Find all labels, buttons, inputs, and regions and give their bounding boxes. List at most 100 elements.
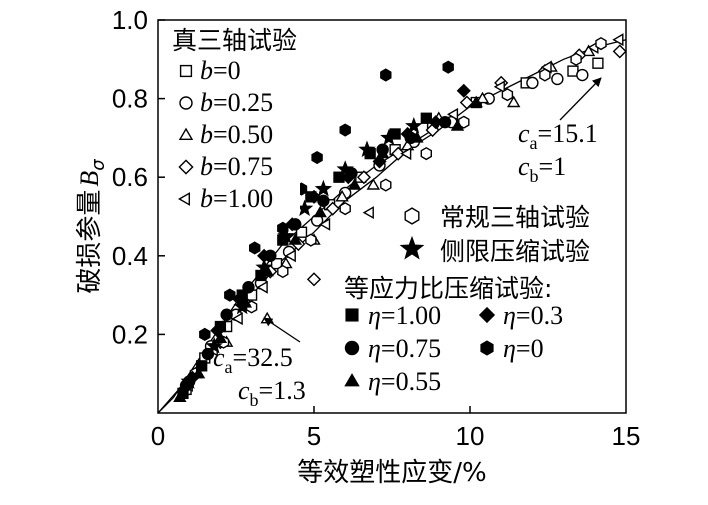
param-subscript: a [530,133,538,153]
curve-1-cb-label: cb=1.3 [238,376,306,410]
data-point [469,95,483,108]
y-axis-title-text: 破损参量 [75,190,105,294]
data-point [450,119,465,131]
legend-label: η=0 [503,334,544,363]
legend-var: b [200,184,213,213]
y-tick-label: 0.8 [112,84,148,114]
data-point [341,170,356,185]
param-eq: = [538,119,553,148]
data-point [366,178,381,190]
param-symbol: c [238,376,250,405]
legend-var: b [200,56,213,85]
data-point [612,44,627,59]
data-point [458,115,470,129]
param-value: 1 [553,152,566,181]
series-11 [199,60,454,342]
legend-label: η=0.75 [368,334,441,363]
param-value: 15.1 [552,119,598,148]
data-point [256,280,268,294]
legend-val: =0.50 [213,120,273,149]
data-point [362,206,374,220]
legend-var: η [503,334,516,363]
annotations: ca=15.1cb=1ca=32.5cb=1.3 [213,77,602,410]
x-axis-title: 等效塑性应变/% [297,458,486,488]
legend-marker [177,192,191,206]
param-eq: = [539,152,554,181]
data-point [592,57,604,69]
data-point [506,95,521,108]
curve-1-arrow [263,317,301,343]
curve-2-arrow [559,77,602,121]
data-point [260,311,274,324]
param-subscript: a [225,357,233,377]
data-point [347,178,362,190]
legend-val: =0.3 [516,301,563,330]
data-point [526,76,539,90]
data-point [213,331,228,343]
data-point [446,107,459,121]
legend-var: b [200,152,213,181]
legend-var: η [368,301,381,330]
x-tick-label: 0 [151,421,165,451]
legend: 真三轴试验b=0b=0.25b=0.50b=0.75b=1.00常规三轴试验侧限… [170,22,590,396]
data-point [459,95,474,110]
data-point [372,154,387,169]
data-point [201,347,215,361]
legend-marker [480,340,494,356]
data-point [248,241,261,255]
curve-1-ca-label: ca=32.5 [213,343,293,377]
data-point [317,194,330,207]
data-point [305,233,317,247]
data-point [391,146,406,161]
y-tick-label: 1.0 [112,5,148,35]
data-point [224,288,236,302]
y-tick-label: 0.4 [112,241,148,271]
data-point [196,360,208,372]
data-point [442,60,454,74]
data-point [410,130,424,143]
legend-val: =0.25 [213,88,273,117]
data-point [335,189,349,202]
data-point [314,179,333,197]
data-point [581,44,596,57]
data-point [311,150,323,165]
x-tick-label: 15 [612,421,641,451]
param-symbol: c [213,343,225,372]
data-point [595,36,607,51]
data-point [185,370,200,385]
data-point [242,281,255,294]
data-point [493,80,505,94]
legend-val: =0.55 [381,367,441,396]
data-point [420,112,432,124]
x-tick-label: 10 [456,421,485,451]
legend-val: =0 [213,56,241,85]
param-symbol: c [518,119,530,148]
param-subscript: b [530,166,539,186]
data-point [339,202,351,216]
param-eq: = [259,376,274,405]
legend-group-equal-ratio: 等应力比压缩试验: [344,274,552,303]
data-point [306,189,322,204]
data-point [325,201,340,216]
data-point [576,68,589,82]
legend-var: η [503,301,516,330]
legend-group-true-triaxial: 真三轴试验 [172,26,297,55]
x-tick-label: 5 [307,421,321,451]
legend-marker [344,340,360,356]
data-point [260,264,274,277]
legend-marker [178,159,194,175]
data-point [306,272,322,287]
data-point [277,221,289,235]
data-point [380,68,392,82]
data-point [277,264,289,279]
legend-background [170,22,300,212]
data-point [220,308,233,321]
axes: 0 5 10 15 0.2 0.4 0.6 0.8 1.0 等效塑性应变/% 破损参量 Bσ [75,5,640,488]
data-point [179,379,193,392]
curve-2-ca-label: ca=15.1 [518,119,598,153]
legend-marker [179,96,193,110]
y-axis-symbol: B [75,171,104,187]
legend-val: =0 [516,334,544,363]
legend-var: η [368,334,381,363]
